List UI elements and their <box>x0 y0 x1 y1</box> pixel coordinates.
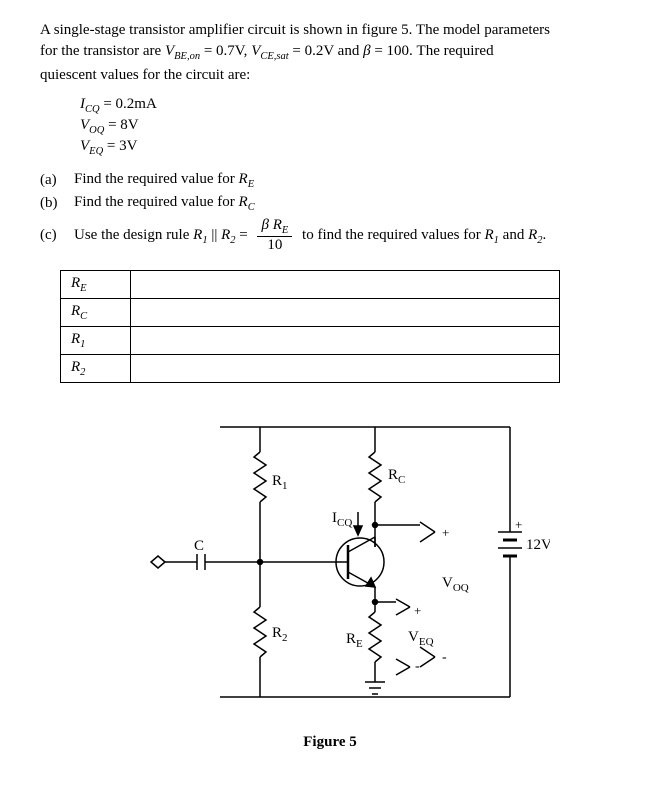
part-a-sub: E <box>248 179 254 190</box>
table-row: RC <box>61 298 560 326</box>
part-c-pre: Use the design rule <box>74 227 193 243</box>
part-c-post: to find the required values for <box>302 227 484 243</box>
svg-text:R1: R1 <box>272 473 288 492</box>
part-c-parallel: || <box>211 227 221 243</box>
part-c-period: . <box>543 227 547 243</box>
part-c-and: and <box>503 227 528 243</box>
table-row: R1 <box>61 326 560 354</box>
part-b-label: (b) <box>40 195 74 212</box>
vce-sub: CE,sat <box>260 51 288 62</box>
svg-text:C: C <box>194 538 204 554</box>
table-row-value <box>131 298 560 326</box>
voq-sym: V <box>80 117 89 133</box>
frac-beta: β <box>261 217 272 233</box>
part-a-text: Find the required value for <box>74 171 239 187</box>
frac-rsub: E <box>282 225 288 236</box>
svg-text:RE: RE <box>346 631 363 650</box>
circuit-svg: + <box>110 407 550 717</box>
part-c-r2sub: 2 <box>230 235 235 246</box>
svg-text:+: + <box>414 603 421 618</box>
fraction: β RE 10 <box>257 217 292 254</box>
svg-text:+: + <box>442 525 449 540</box>
part-c-r1osub: 1 <box>494 235 499 246</box>
svg-text:ICQ: ICQ <box>332 510 352 529</box>
svg-text:VOQ: VOQ <box>442 575 469 594</box>
svg-text:RC: RC <box>388 467 405 486</box>
vbe-sym: V <box>165 43 174 59</box>
icq-val: = 0.2mA <box>103 96 156 112</box>
veq-sym: V <box>80 138 89 154</box>
svg-text:VEQ: VEQ <box>408 629 434 648</box>
frac-den: 10 <box>257 237 292 254</box>
parts-list: (a) Find the required value for RE (b) F… <box>40 171 620 254</box>
table-row-value <box>131 354 560 382</box>
part-a-label: (a) <box>40 172 74 189</box>
part-b-sym: R <box>239 194 248 210</box>
quiescent-values: ICQ = 0.2mA VOQ = 8V VEQ = 3V <box>80 96 620 157</box>
answer-table: RERCR1R2 <box>60 270 560 383</box>
part-c-r1o: R <box>485 227 494 243</box>
table-row-label: R1 <box>61 326 131 354</box>
part-c-r1sub: 1 <box>202 235 207 246</box>
intro-line3: quiescent values for the circuit are: <box>40 67 250 83</box>
problem-intro: A single-stage transistor amplifier circ… <box>40 20 620 86</box>
part-c-r1: R <box>193 227 202 243</box>
part-c-eq: = <box>239 227 251 243</box>
circuit-diagram: + <box>40 407 620 722</box>
part-b-sub: C <box>248 202 255 213</box>
table-row: R2 <box>61 354 560 382</box>
voq-sub: OQ <box>89 125 104 136</box>
vbe-eq: = 0.7V, <box>204 43 251 59</box>
veq-sub: EQ <box>89 146 103 157</box>
table-row-label: R2 <box>61 354 131 382</box>
table-row-value <box>131 326 560 354</box>
frac-r: R <box>273 217 282 233</box>
svg-text:-: - <box>442 650 447 665</box>
table-row-value <box>131 270 560 298</box>
figure-caption: Figure 5 <box>40 734 620 751</box>
veq-val: = 3V <box>107 138 138 154</box>
table-row: RE <box>61 270 560 298</box>
beta-sym: β <box>363 43 370 59</box>
table-row-label: RC <box>61 298 131 326</box>
table-row-label: RE <box>61 270 131 298</box>
svg-text:R2: R2 <box>272 625 288 644</box>
intro-line2-pre: for the transistor are <box>40 43 165 59</box>
part-a-sym: R <box>239 171 248 187</box>
icq-sub: CQ <box>85 104 100 115</box>
part-c-r2o: R <box>528 227 537 243</box>
part-c-label: (c) <box>40 227 74 244</box>
svg-text:-: - <box>415 659 420 674</box>
intro-line1: A single-stage transistor amplifier circ… <box>40 22 550 38</box>
svg-text:12V: 12V <box>526 537 550 553</box>
vce-sym: V <box>251 43 260 59</box>
beta-eq: = 100. The required <box>374 43 493 59</box>
vce-eq: = 0.2V and <box>292 43 363 59</box>
svg-text:+: + <box>515 517 522 532</box>
voq-val: = 8V <box>108 117 139 133</box>
part-b-text: Find the required value for <box>74 194 239 210</box>
part-c-r2: R <box>221 227 230 243</box>
vbe-sub: BE,on <box>174 51 200 62</box>
